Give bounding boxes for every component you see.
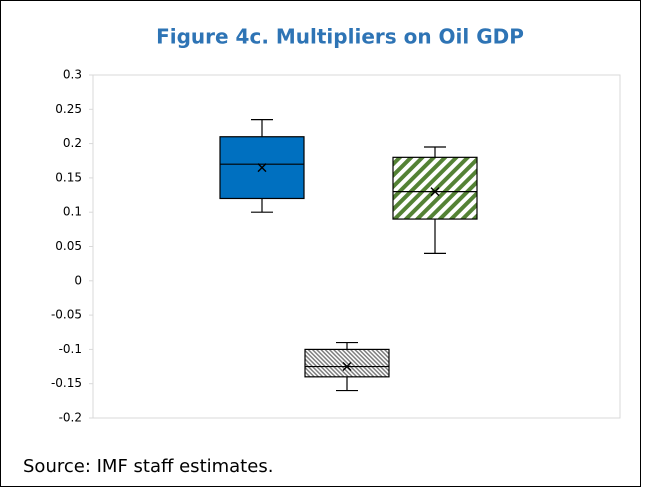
box bbox=[304, 348, 390, 378]
y-tick-label: -0.1 bbox=[59, 342, 82, 356]
y-tick-label: 0.15 bbox=[55, 170, 82, 184]
y-tick-label: 0.1 bbox=[63, 205, 82, 219]
y-tick-label: -0.15 bbox=[51, 376, 82, 390]
y-tick-label: 0.2 bbox=[63, 136, 82, 150]
source-note: Source: IMF staff estimates. bbox=[23, 456, 273, 477]
y-tick-label: -0.05 bbox=[51, 308, 82, 322]
box bbox=[392, 156, 478, 220]
mean-marker bbox=[342, 362, 352, 372]
chart-title: Figure 4c. Multipliers on Oil GDP bbox=[156, 25, 524, 49]
y-tick-label: 0.05 bbox=[55, 239, 82, 253]
mean-marker bbox=[257, 163, 267, 173]
y-tick-label: 0.3 bbox=[63, 68, 82, 82]
mean-marker bbox=[430, 187, 440, 197]
y-tick-label: 0 bbox=[74, 273, 82, 287]
y-tick-label: 0.25 bbox=[55, 102, 82, 116]
y-tick-label: -0.2 bbox=[59, 411, 82, 425]
